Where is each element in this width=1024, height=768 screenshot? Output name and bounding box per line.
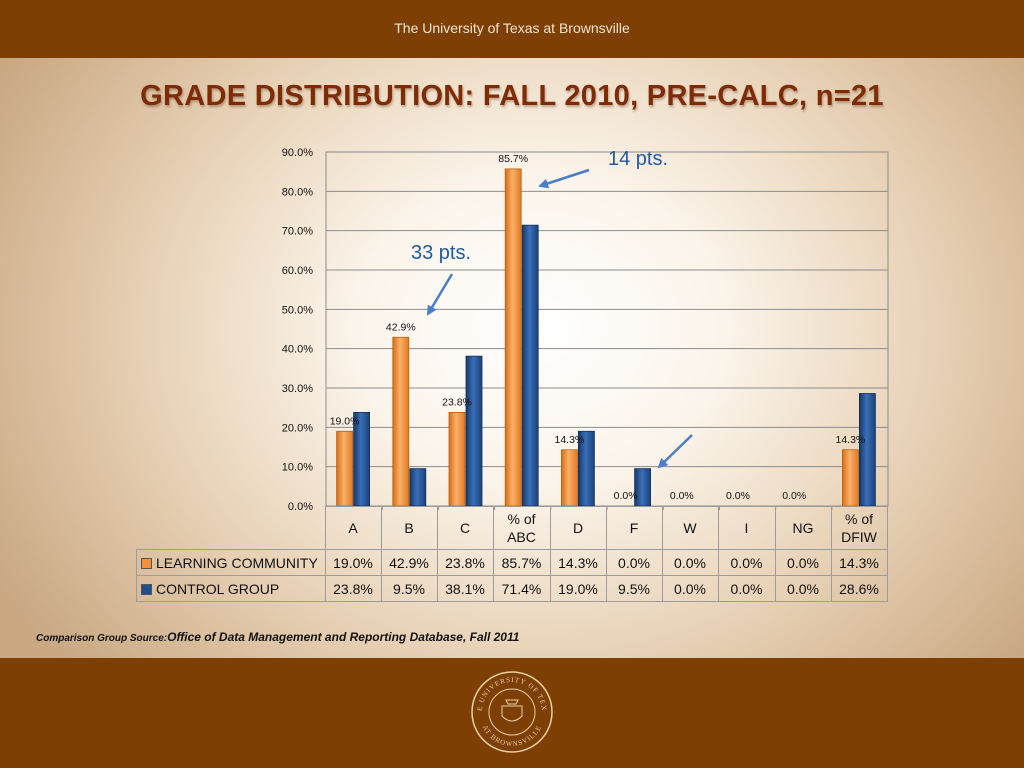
- data-label: 19.0%: [330, 415, 360, 427]
- bar-control: [859, 393, 876, 507]
- footnote-label: Comparison Group Source:: [36, 633, 168, 644]
- data-label: 42.9%: [386, 321, 416, 333]
- table-cell: 0.0%: [661, 575, 719, 602]
- svg-text:AT BROWNSVILLE: AT BROWNSVILLE: [481, 724, 544, 748]
- legend-entry-control: CONTROL GROUP: [136, 575, 326, 602]
- table-cell: 0.0%: [717, 575, 776, 602]
- bar-control: [578, 430, 595, 507]
- table-cell: 9.5%: [380, 575, 438, 602]
- y-tick-label: 0.0%: [288, 501, 313, 513]
- table-header-row: A B C % of ABC D F W I NG % of DFIW: [137, 506, 888, 550]
- legend-label: CONTROL GROUP: [156, 580, 280, 597]
- bar-learning: [392, 336, 410, 507]
- bar-control: [521, 224, 539, 507]
- table-header-text: % of DFIW: [841, 511, 877, 545]
- callout-14-pts: 14 pts.: [608, 148, 668, 170]
- table-cell: 14.3%: [549, 549, 607, 576]
- table-cell: 42.9%: [380, 549, 438, 576]
- seal-bottom-text: AT BROWNSVILLE: [481, 724, 543, 748]
- bar-learning: [448, 411, 466, 507]
- table-row-learning: LEARNING COMMUNITY 19.0% 42.9% 23.8% 85.…: [136, 549, 888, 576]
- table-cell: 28.6%: [830, 575, 888, 602]
- table-header-cell: % of ABC: [492, 506, 551, 550]
- table-cell: 0.0%: [774, 549, 832, 576]
- legend-entry-learning: LEARNING COMMUNITY: [136, 549, 326, 576]
- bar-control: [465, 355, 483, 507]
- table-header-cell: C: [436, 506, 494, 550]
- bar-learning: [842, 449, 859, 507]
- bar-learning: [561, 449, 578, 507]
- y-tick-label: 80.0%: [282, 186, 313, 198]
- table-corner: [137, 507, 326, 550]
- table-row-control: CONTROL GROUP 23.8% 9.5% 38.1% 71.4% 19.…: [136, 575, 888, 602]
- table-cell: 19.0%: [324, 549, 382, 576]
- table-cell: 0.0%: [605, 549, 663, 576]
- y-tick-label: 90.0%: [282, 147, 313, 159]
- header-title: The University of Texas at Brownsville: [394, 20, 630, 36]
- table-header-cell: B: [380, 506, 438, 550]
- footnote-text: Office of Data Management and Reporting …: [167, 630, 520, 644]
- legend-swatch-blue: [141, 583, 152, 595]
- data-label: 14.3%: [555, 434, 585, 446]
- table-cell: 71.4%: [492, 575, 551, 602]
- arrow-icon: [538, 168, 590, 189]
- data-label: 0.0%: [670, 490, 694, 502]
- table-header-cell: A: [324, 506, 382, 550]
- table-header-cell: F: [605, 506, 663, 550]
- y-tick-label: 30.0%: [282, 383, 313, 395]
- legend-label: LEARNING COMMUNITY: [156, 554, 318, 571]
- table-cell: 14.3%: [830, 549, 888, 576]
- arrow-icon: [426, 273, 454, 316]
- table-header-cell: D: [549, 506, 607, 550]
- y-tick-label: 60.0%: [282, 265, 313, 277]
- bar-control: [409, 468, 427, 507]
- slide-title: GRADE DISTRIBUTION: FALL 2010, PRE-CALC,…: [140, 80, 884, 112]
- table-header-cell: I: [717, 506, 776, 550]
- table-cell: 0.0%: [717, 549, 776, 576]
- data-label: 0.0%: [614, 490, 638, 502]
- bar-control: [353, 411, 371, 507]
- data-label: 23.8%: [442, 396, 472, 408]
- callout-33-pts: 33 pts.: [411, 242, 471, 264]
- table-cell: 85.7%: [492, 549, 551, 576]
- table-header-cell: % of DFIW: [830, 506, 888, 550]
- table-cell: 23.8%: [324, 575, 382, 602]
- y-tick-label: 20.0%: [282, 422, 313, 434]
- table-cell: 0.0%: [774, 575, 832, 602]
- university-seal-icon: THE UNIVERSITY OF TEXAS AT BROWNSVILLE: [470, 670, 553, 753]
- legend-swatch-orange: [141, 557, 152, 569]
- bar-learning: [504, 168, 522, 507]
- bar-control: [634, 468, 651, 507]
- table-cell: 9.5%: [605, 575, 663, 602]
- y-tick-label: 10.0%: [282, 462, 313, 474]
- y-tick-label: 70.0%: [282, 226, 313, 238]
- table-header-cell: W: [661, 506, 719, 550]
- header-bar: The University of Texas at Brownsville: [0, 0, 1024, 58]
- arrow-icon: [657, 434, 693, 469]
- bar-learning: [336, 430, 354, 507]
- data-label: 0.0%: [726, 490, 750, 502]
- data-label: 0.0%: [782, 490, 806, 502]
- table-cell: 38.1%: [436, 575, 494, 602]
- data-label: 85.7%: [498, 153, 528, 165]
- table-cell: 23.8%: [436, 549, 494, 576]
- table-cell: 0.0%: [661, 549, 719, 576]
- table-header-text: % of ABC: [507, 511, 536, 545]
- footnote: Comparison Group Source:Office of Data M…: [36, 628, 519, 646]
- data-table: A B C % of ABC D F W I NG % of DFIW LEAR…: [136, 506, 888, 602]
- table-cell: 19.0%: [549, 575, 607, 602]
- data-label: 14.3%: [836, 434, 866, 446]
- y-tick-label: 40.0%: [282, 344, 313, 356]
- table-header-cell: NG: [774, 506, 832, 550]
- footer-bar: [0, 658, 1024, 768]
- y-tick-label: 50.0%: [282, 304, 313, 316]
